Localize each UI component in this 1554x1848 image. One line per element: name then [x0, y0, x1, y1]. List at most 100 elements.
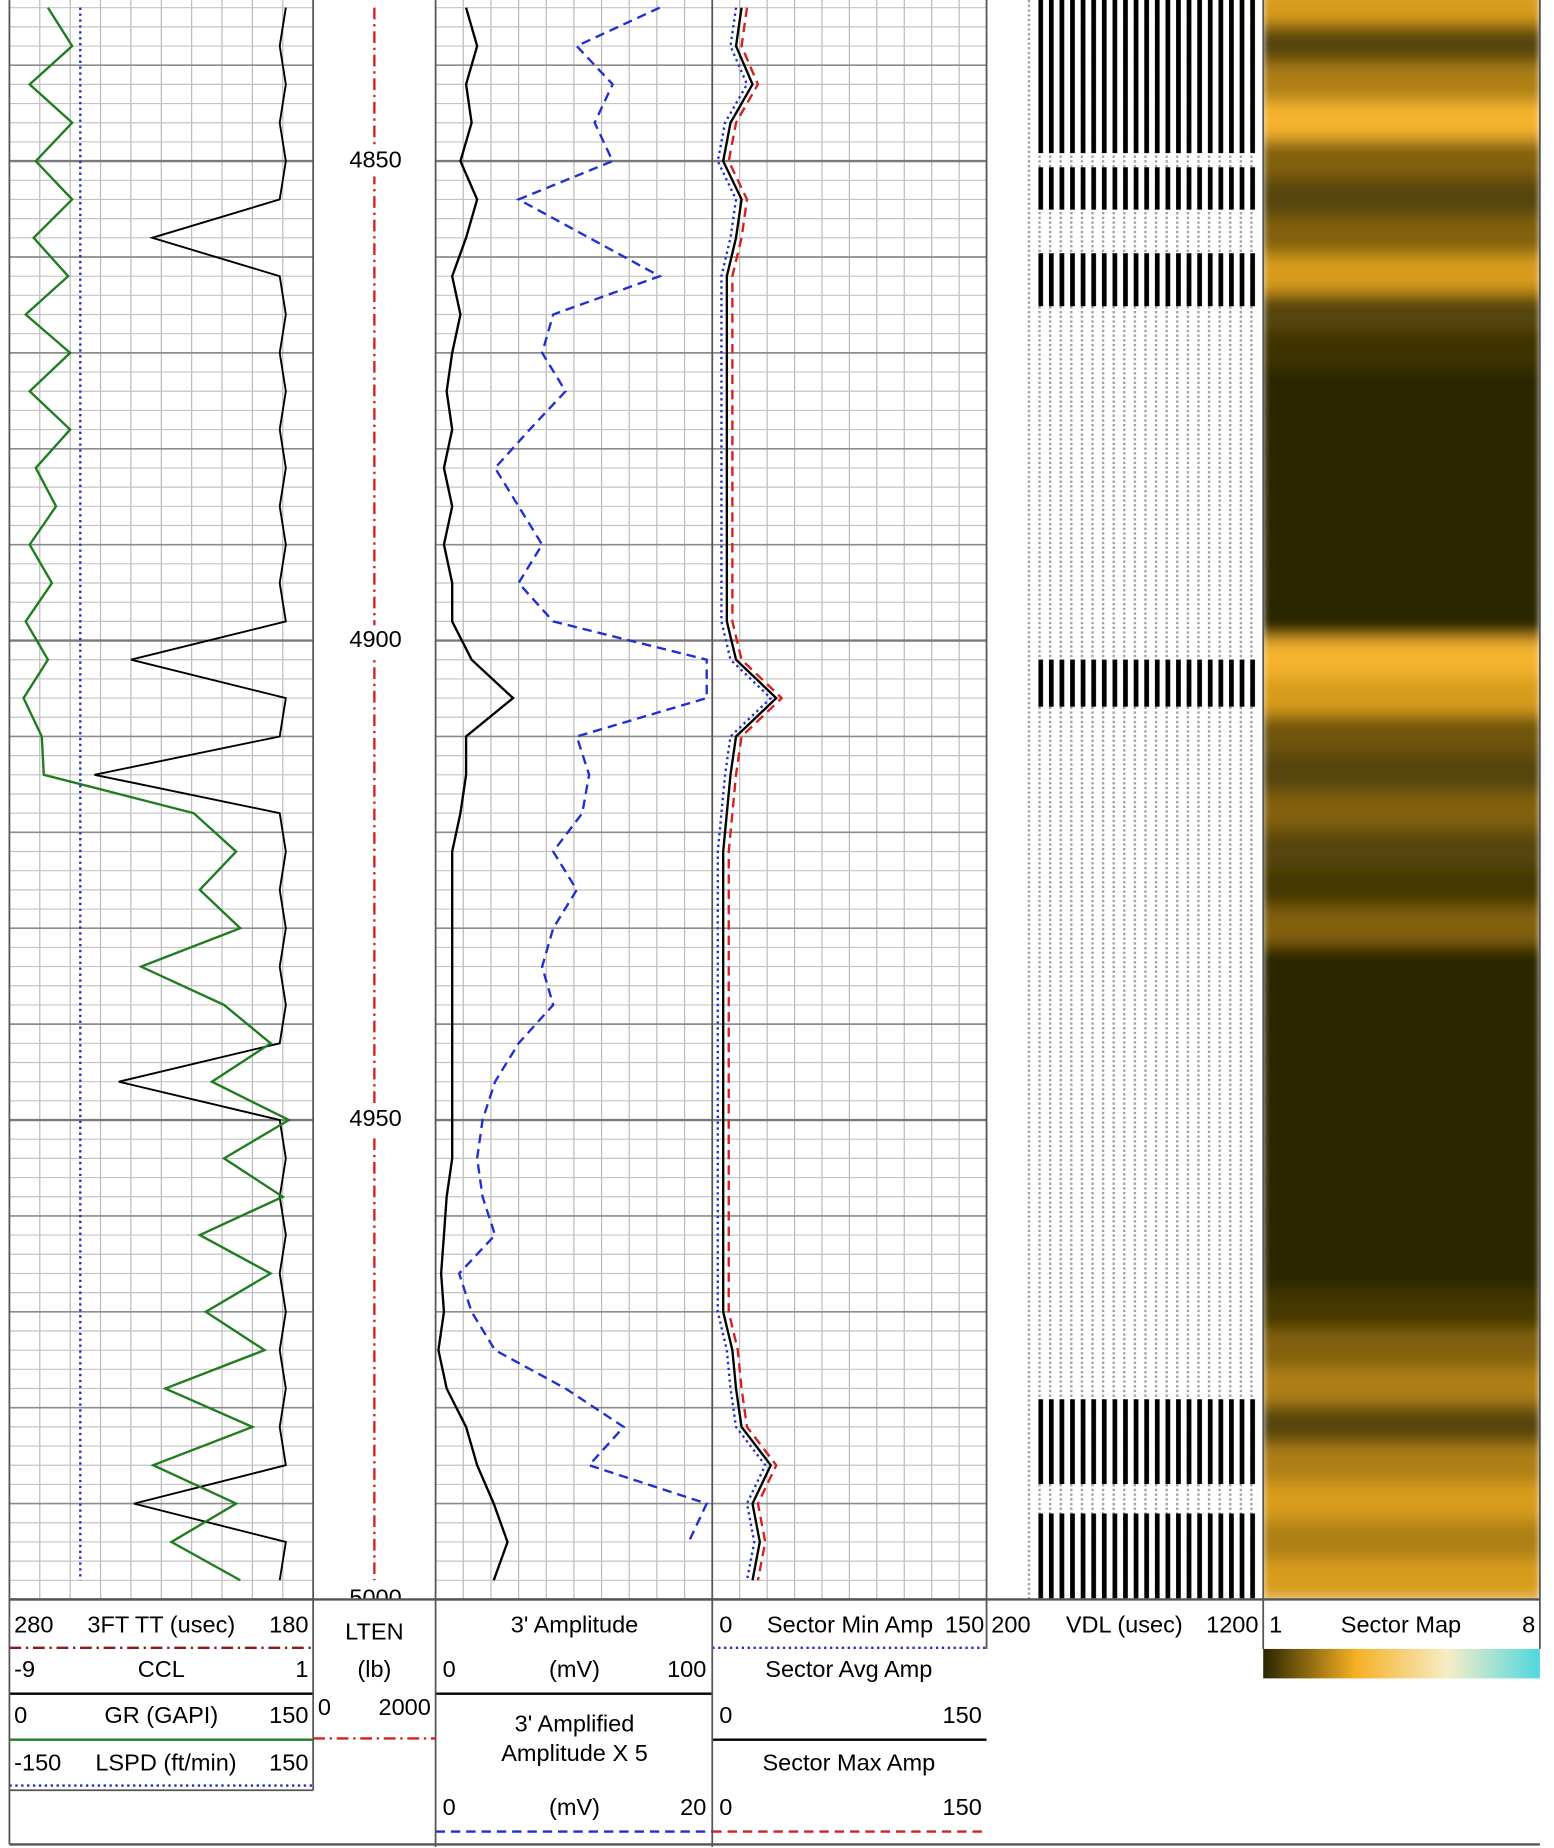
sector-map-cell: [1263, 1060, 1540, 1104]
curve-name: Sector Max Amp: [762, 1750, 936, 1777]
sector-map-cell: [1263, 868, 1540, 912]
vdl-image: [1026, 0, 1260, 1600]
sector-map-cell: [1263, 1290, 1540, 1334]
sector-map-cell: [1263, 1482, 1540, 1526]
scale-max: 150: [269, 1750, 309, 1777]
curve-name: LSPD (ft/min): [95, 1750, 237, 1777]
depth-label-group: 4950: [343, 1104, 408, 1136]
sector-map-cell: [1263, 1366, 1540, 1411]
curve-unit: (mV): [549, 1794, 601, 1821]
scale-max: 150: [942, 1794, 982, 1821]
sector-map-cell: [1263, 676, 1540, 720]
scale-max: 8: [1522, 1612, 1536, 1639]
sector-map-cell: [1263, 446, 1540, 490]
scale-min: -150: [14, 1750, 62, 1777]
vdl-strong-arrivals: [1038, 659, 1260, 707]
scale-max: 2000: [378, 1694, 431, 1721]
sector-map-cell: [1263, 1520, 1540, 1564]
scale-min: 0: [442, 1794, 456, 1821]
sector-map-cell: [1263, 139, 1540, 183]
sector-map-cell: [1263, 254, 1540, 298]
log-curve: [716, 7, 773, 1581]
curve-name: 3' Amplitude: [510, 1612, 639, 1639]
depth-label-background: [343, 145, 408, 177]
depth-label: 5000: [349, 1585, 401, 1611]
curve-name: LTEN: [345, 1619, 404, 1646]
scale-max: 150: [269, 1703, 309, 1730]
sector-map-cell: [1263, 408, 1540, 452]
depth-label-background: [343, 1104, 408, 1136]
vdl-strong-arrivals: [1038, 253, 1260, 307]
curve-name: Sector Min Amp: [766, 1612, 934, 1639]
scale-min: 0: [14, 1703, 28, 1730]
vdl-strong-arrivals: [1038, 1399, 1260, 1485]
sector-map-cell: [1263, 1098, 1540, 1142]
curve-unit: (mV): [549, 1657, 601, 1684]
sector-map-cell: [1263, 906, 1540, 950]
sector-map-cell: [1263, 292, 1540, 337]
map-name: Sector Map: [1340, 1612, 1462, 1639]
log-curve: [22, 7, 292, 1582]
sector-map-cell: [1263, 101, 1540, 145]
depth-label: 4950: [349, 1105, 401, 1131]
log-curve: [437, 7, 515, 1581]
depth-label: 4900: [349, 626, 401, 652]
sector-map-cell: [1263, 369, 1540, 413]
sector-map-cell: [1263, 24, 1540, 68]
scale-max: 150: [942, 1703, 982, 1730]
curves: [22, 6, 784, 1582]
sector-map-cell: [1263, 0, 1540, 30]
sector-map-cell: [1263, 1405, 1540, 1449]
sector-map-cell: [1263, 216, 1540, 260]
sector-map-cell: [1263, 638, 1540, 682]
vdl-strong-arrivals: [1038, 0, 1260, 154]
sector-map-cell: [1263, 1558, 1540, 1600]
scale-max: 1: [295, 1657, 309, 1684]
log-curve: [94, 7, 287, 1581]
log-curve: [457, 6, 709, 1543]
scale-min: 0: [719, 1794, 733, 1821]
sector-map-cell: [1263, 829, 1540, 874]
scale-min: 0: [719, 1703, 733, 1730]
sector-map-cell: [1263, 1213, 1540, 1257]
curve-name: CCL: [137, 1657, 185, 1684]
sector-map-cell: [1263, 1021, 1540, 1065]
curve-name: Sector Avg Amp: [765, 1657, 933, 1684]
vdl-background: [1026, 0, 1260, 1600]
depth-label-group: 5000: [343, 1584, 408, 1611]
depth-label-group: 4850: [343, 145, 408, 177]
sector-map-cell: [1263, 714, 1540, 758]
depth-label-background: [343, 1584, 408, 1600]
curve-name: 3' Amplified Amplitude X 5: [501, 1711, 648, 1767]
sector-map-cell: [1263, 599, 1540, 643]
log-curve: [727, 7, 784, 1581]
scale-min: 1: [1269, 1612, 1283, 1639]
vdl-strong-arrivals: [1038, 167, 1260, 210]
sector-map-cell: [1263, 1251, 1540, 1295]
sector-map-cell: [1263, 791, 1540, 835]
curve-name: 3FT TT (usec): [87, 1612, 236, 1639]
sector-map-cell: [1263, 1443, 1540, 1487]
sector-map-cell: [1263, 1136, 1540, 1180]
sector-map-cell: [1263, 177, 1540, 221]
vdl-strong-arrivals: [1038, 1513, 1260, 1599]
sector-map-cells: [1263, 0, 1540, 1600]
sector-map-cell: [1263, 983, 1540, 1027]
sector-map-cell: [1263, 753, 1540, 797]
colorbar: [1263, 1648, 1540, 1679]
scale-min: 0: [719, 1612, 733, 1639]
curve-name: VDL (usec): [1065, 1612, 1183, 1639]
log-curve: [721, 7, 778, 1581]
sector-map-cell: [1263, 484, 1540, 528]
scale-min: 0: [317, 1694, 331, 1721]
depth-label-background: [343, 625, 408, 656]
curve-unit: (lb): [357, 1657, 392, 1684]
sector-map-cell: [1263, 1175, 1540, 1219]
scale-min: 280: [14, 1612, 54, 1639]
scale-max: 20: [680, 1794, 707, 1821]
sector-map-cell: [1263, 945, 1540, 989]
depth-label-group: 4900: [343, 625, 408, 656]
curve-name: GR (GAPI): [104, 1703, 219, 1730]
